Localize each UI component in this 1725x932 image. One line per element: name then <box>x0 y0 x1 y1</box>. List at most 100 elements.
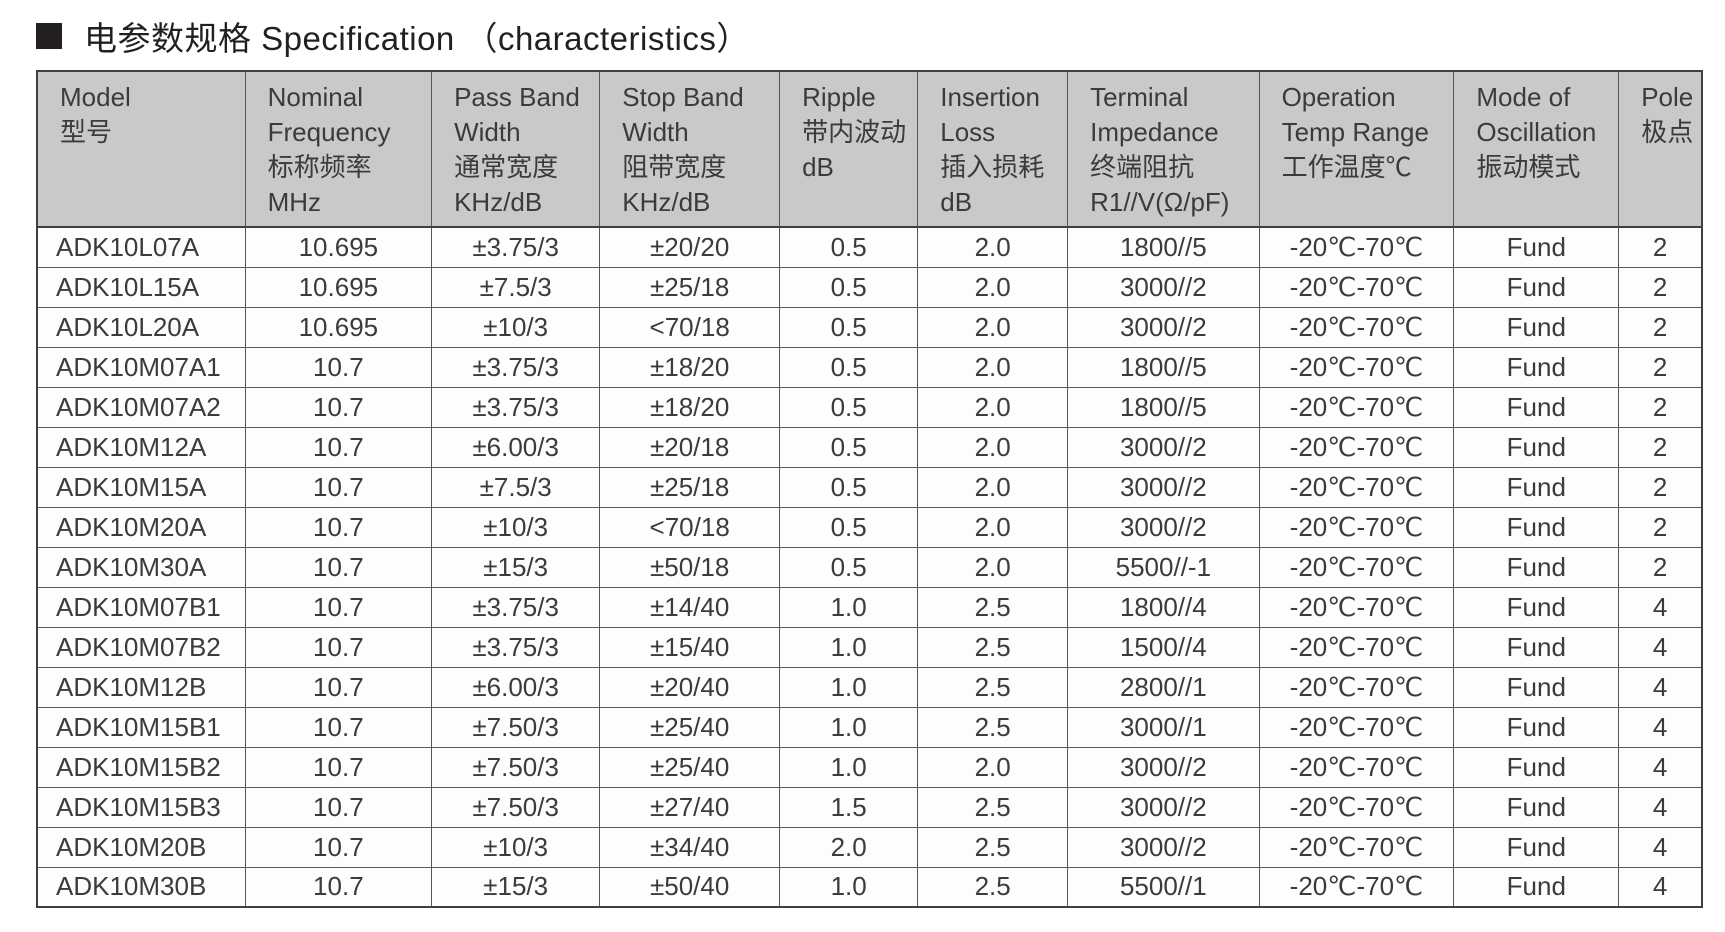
cell-stop-band-width: ±18/20 <box>599 386 781 428</box>
cell-stop-band-width: ±34/40 <box>599 826 781 868</box>
cell-model: ADK10L15A <box>36 266 246 308</box>
cell-nominal-frequency: 10.7 <box>244 666 433 708</box>
cell-insertion-loss: 2.0 <box>917 466 1069 508</box>
cell-pole: 4 <box>1618 786 1703 828</box>
cell-insertion-loss: 2.5 <box>917 706 1069 748</box>
cell-ripple: 1.0 <box>779 586 919 628</box>
cell-ripple: 1.0 <box>779 626 919 668</box>
cell-pass-band-width: ±15/3 <box>431 866 601 908</box>
cell-stop-band-width: ±20/40 <box>599 666 781 708</box>
cell-mode-of-oscillation: Fund <box>1453 866 1620 908</box>
cell-mode-of-oscillation: Fund <box>1453 346 1620 388</box>
cell-terminal-impedance: 1800//4 <box>1067 586 1260 628</box>
header-row: Model 型号 Nominal Frequency 标称频率 MHz Pass Band W… <box>36 70 1703 228</box>
cell-pass-band-width: ±3.75/3 <box>431 386 601 428</box>
cell-ripple: 0.5 <box>779 546 919 588</box>
column-header-mode-of-oscillation: Mode of Oscillation 振动模式 <box>1453 70 1620 228</box>
table-row: ADK10M07A2 10.7 ±3.75/3 ±18/20 0.5 2.0 1800//5… <box>36 386 1703 428</box>
cell-pole: 4 <box>1618 706 1703 748</box>
cell-nominal-frequency: 10.7 <box>244 386 433 428</box>
cell-mode-of-oscillation: Fund <box>1453 666 1620 708</box>
cell-mode-of-oscillation: Fund <box>1453 266 1620 308</box>
cell-pole: 4 <box>1618 586 1703 628</box>
cell-stop-band-width: ±25/40 <box>599 706 781 748</box>
cell-pass-band-width: ±6.00/3 <box>431 666 601 708</box>
cell-ripple: 1.0 <box>779 866 919 908</box>
cell-pass-band-width: ±10/3 <box>431 506 601 548</box>
cell-operation-temp: -20℃-70℃ <box>1258 506 1455 548</box>
cell-operation-temp: -20℃-70℃ <box>1258 586 1455 628</box>
cell-mode-of-oscillation: Fund <box>1453 826 1620 868</box>
cell-model: ADK10M15B3 <box>36 786 246 828</box>
cell-insertion-loss: 2.0 <box>917 346 1069 388</box>
table-row: ADK10M30B 10.7 ±15/3 ±50/40 1.0 2.5 5500//1 -20… <box>36 866 1703 908</box>
cell-model: ADK10M15B2 <box>36 746 246 788</box>
cell-nominal-frequency: 10.7 <box>244 426 433 468</box>
column-header-ripple: Ripple 带内波动 dB <box>779 70 919 228</box>
cell-insertion-loss: 2.5 <box>917 866 1069 908</box>
cell-operation-temp: -20℃-70℃ <box>1258 826 1455 868</box>
cell-operation-temp: -20℃-70℃ <box>1258 306 1455 348</box>
cell-stop-band-width: ±20/18 <box>599 426 781 468</box>
table-row: ADK10L15A 10.695 ±7.5/3 ±25/18 0.5 2.0 3000//2… <box>36 266 1703 308</box>
cell-terminal-impedance: 3000//2 <box>1067 306 1260 348</box>
cell-model: ADK10M07A2 <box>36 386 246 428</box>
table-row: ADK10L07A 10.695 ±3.75/3 ±20/20 0.5 2.0 1800//… <box>36 226 1703 268</box>
cell-ripple: 0.5 <box>779 426 919 468</box>
cell-pass-band-width: ±3.75/3 <box>431 626 601 668</box>
cell-operation-temp: -20℃-70℃ <box>1258 426 1455 468</box>
cell-pass-band-width: ±7.5/3 <box>431 466 601 508</box>
cell-ripple: 0.5 <box>779 266 919 308</box>
column-header-terminal-impedance: Terminal Impedance 终端阻抗 R1//V(Ω/pF) <box>1067 70 1260 228</box>
cell-stop-band-width: ±18/20 <box>599 346 781 388</box>
table-row: ADK10M07B1 10.7 ±3.75/3 ±14/40 1.0 2.5 1800//4… <box>36 586 1703 628</box>
cell-operation-temp: -20℃-70℃ <box>1258 346 1455 388</box>
cell-terminal-impedance: 1500//4 <box>1067 626 1260 668</box>
cell-mode-of-oscillation: Fund <box>1453 466 1620 508</box>
cell-stop-band-width: ±25/18 <box>599 266 781 308</box>
cell-operation-temp: -20℃-70℃ <box>1258 786 1455 828</box>
cell-pole: 2 <box>1618 266 1703 308</box>
cell-terminal-impedance: 3000//2 <box>1067 266 1260 308</box>
cell-pass-band-width: ±10/3 <box>431 306 601 348</box>
cell-nominal-frequency: 10.7 <box>244 786 433 828</box>
cell-ripple: 0.5 <box>779 306 919 348</box>
cell-terminal-impedance: 3000//2 <box>1067 826 1260 868</box>
cell-operation-temp: -20℃-70℃ <box>1258 866 1455 908</box>
cell-pass-band-width: ±3.75/3 <box>431 346 601 388</box>
cell-nominal-frequency: 10.7 <box>244 346 433 388</box>
table-row: ADK10M07A1 10.7 ±3.75/3 ±18/20 0.5 2.0 1800//5… <box>36 346 1703 388</box>
cell-mode-of-oscillation: Fund <box>1453 546 1620 588</box>
cell-pole: 4 <box>1618 746 1703 788</box>
cell-insertion-loss: 2.5 <box>917 626 1069 668</box>
cell-nominal-frequency: 10.7 <box>244 546 433 588</box>
cell-terminal-impedance: 3000//2 <box>1067 506 1260 548</box>
cell-insertion-loss: 2.5 <box>917 586 1069 628</box>
cell-stop-band-width: ±25/18 <box>599 466 781 508</box>
cell-model: ADK10M15B1 <box>36 706 246 748</box>
cell-pole: 2 <box>1618 466 1703 508</box>
cell-insertion-loss: 2.0 <box>917 226 1069 268</box>
cell-operation-temp: -20℃-70℃ <box>1258 746 1455 788</box>
cell-nominal-frequency: 10.695 <box>244 266 433 308</box>
column-header-operation-temp: Operation Temp Range 工作温度℃ <box>1258 70 1455 228</box>
cell-operation-temp: -20℃-70℃ <box>1258 666 1455 708</box>
cell-insertion-loss: 2.5 <box>917 826 1069 868</box>
cell-pass-band-width: ±7.50/3 <box>431 746 601 788</box>
cell-insertion-loss: 2.0 <box>917 306 1069 348</box>
cell-ripple: 1.0 <box>779 706 919 748</box>
cell-operation-temp: -20℃-70℃ <box>1258 626 1455 668</box>
cell-terminal-impedance: 3000//2 <box>1067 426 1260 468</box>
cell-pass-band-width: ±3.75/3 <box>431 226 601 268</box>
cell-insertion-loss: 2.0 <box>917 506 1069 548</box>
cell-operation-temp: -20℃-70℃ <box>1258 266 1455 308</box>
cell-operation-temp: -20℃-70℃ <box>1258 546 1455 588</box>
cell-terminal-impedance: 3000//1 <box>1067 706 1260 748</box>
cell-model: ADK10M20B <box>36 826 246 868</box>
cell-mode-of-oscillation: Fund <box>1453 586 1620 628</box>
table-header: Model 型号 Nominal Frequency 标称频率 MHz Pass Band W… <box>36 70 1703 228</box>
cell-stop-band-width: ±25/40 <box>599 746 781 788</box>
cell-mode-of-oscillation: Fund <box>1453 786 1620 828</box>
cell-mode-of-oscillation: Fund <box>1453 226 1620 268</box>
column-header-insertion-loss: Insertion Loss 插入损耗 dB <box>917 70 1069 228</box>
